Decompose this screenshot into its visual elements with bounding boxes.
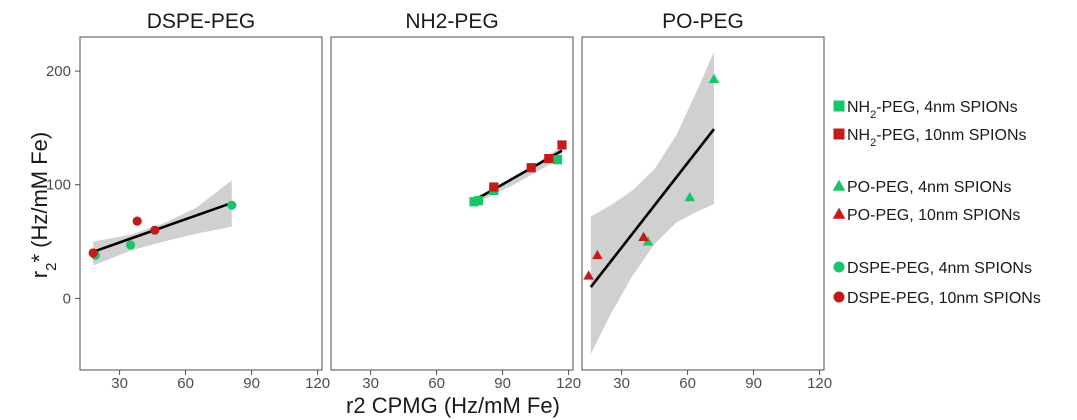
data-point (132, 216, 142, 226)
data-point (88, 248, 98, 258)
facet-panel: NH2-PEG 30 60 90 120 (330, 10, 581, 392)
x-tick-label: 60 (679, 375, 696, 392)
legend-label: DSPE-PEG, 10nm SPIONs (847, 290, 1041, 307)
data-point (150, 225, 160, 235)
y-axis: 0 100 200 (46, 63, 80, 307)
confidence-band (590, 51, 714, 355)
legend: NH2-PEG, 4nm SPIONs NH2-PEG, 10nm SPIONs P… (832, 99, 1041, 307)
panel-border (581, 36, 825, 371)
data-point (684, 191, 696, 202)
data-point (473, 196, 483, 206)
confidence-band (93, 180, 232, 266)
legend-marker (833, 261, 845, 273)
x-tick-label: 90 (745, 375, 762, 392)
x-tick-label: 30 (111, 375, 128, 392)
facet-panels: DSPE-PEG 30 60 90 120 NH2-PEG 30 60 90 120 PO-PEG 3… (79, 10, 832, 392)
y-tick-label: 0 (63, 290, 71, 307)
data-point (526, 163, 536, 173)
legend-item: DSPE-PEG, 10nm SPIONs (833, 290, 1041, 307)
panel-border (330, 36, 574, 371)
legend-item: DSPE-PEG, 4nm SPIONs (833, 260, 1032, 277)
legend-marker (833, 291, 845, 303)
x-tick-label: 120 (556, 375, 581, 392)
data-point (708, 73, 720, 84)
x-axis-title: r2 CPMG (Hz/mM Fe) (346, 393, 560, 418)
y-axis-title-base: r (27, 271, 52, 278)
data-point (557, 140, 567, 150)
x-tick-label: 90 (243, 375, 260, 392)
x-tick-label: 120 (305, 375, 330, 392)
y-tick-label: 100 (46, 177, 71, 194)
y-tick-label: 200 (46, 63, 71, 80)
legend-item: PO-PEG, 10nm SPIONs (832, 207, 1020, 224)
legend-label: PO-PEG, 4nm SPIONs (847, 179, 1011, 196)
y-axis-title-subscript: 2 (43, 263, 60, 271)
data-point (544, 154, 554, 164)
panel-title: DSPE-PEG (147, 10, 256, 33)
legend-marker (833, 128, 845, 140)
x-tick-label: 90 (494, 375, 511, 392)
data-point (638, 231, 649, 241)
data-point (583, 270, 594, 280)
y-axis-title-rest: * (Hz/mM Fe) (27, 132, 52, 263)
regression-line (92, 201, 233, 254)
panel-title: NH2-PEG (405, 10, 498, 33)
legend-item: NH2-PEG, 4nm SPIONs (833, 99, 1018, 121)
panel-title: PO-PEG (662, 10, 744, 33)
legend-label: DSPE-PEG, 4nm SPIONs (847, 260, 1032, 277)
panel-border (79, 36, 323, 371)
x-tick-label: 30 (613, 375, 630, 392)
legend-marker (832, 207, 846, 219)
x-tick-label: 30 (362, 375, 379, 392)
legend-marker (833, 100, 845, 112)
legend-marker (832, 179, 846, 191)
regression-line (589, 128, 716, 288)
data-point (489, 182, 499, 192)
data-point (553, 155, 563, 165)
data-point (126, 240, 136, 250)
x-tick-label: 60 (177, 375, 194, 392)
legend-item: NH2-PEG, 10nm SPIONs (833, 127, 1027, 149)
facet-panel: PO-PEG 30 60 90 120 (581, 10, 832, 392)
facet-panel: DSPE-PEG 30 60 90 120 (79, 10, 330, 392)
legend-item: PO-PEG, 4nm SPIONs (832, 179, 1011, 196)
data-point (227, 200, 237, 210)
y-axis-title: r2* (Hz/mM Fe) (27, 132, 60, 278)
legend-label: NH2-PEG, 10nm SPIONs (847, 127, 1027, 149)
legend-label: NH2-PEG, 4nm SPIONs (847, 99, 1018, 121)
data-point (592, 249, 603, 260)
x-tick-label: 60 (428, 375, 445, 392)
legend-label: PO-PEG, 10nm SPIONs (847, 207, 1020, 224)
x-tick-label: 120 (807, 375, 832, 392)
